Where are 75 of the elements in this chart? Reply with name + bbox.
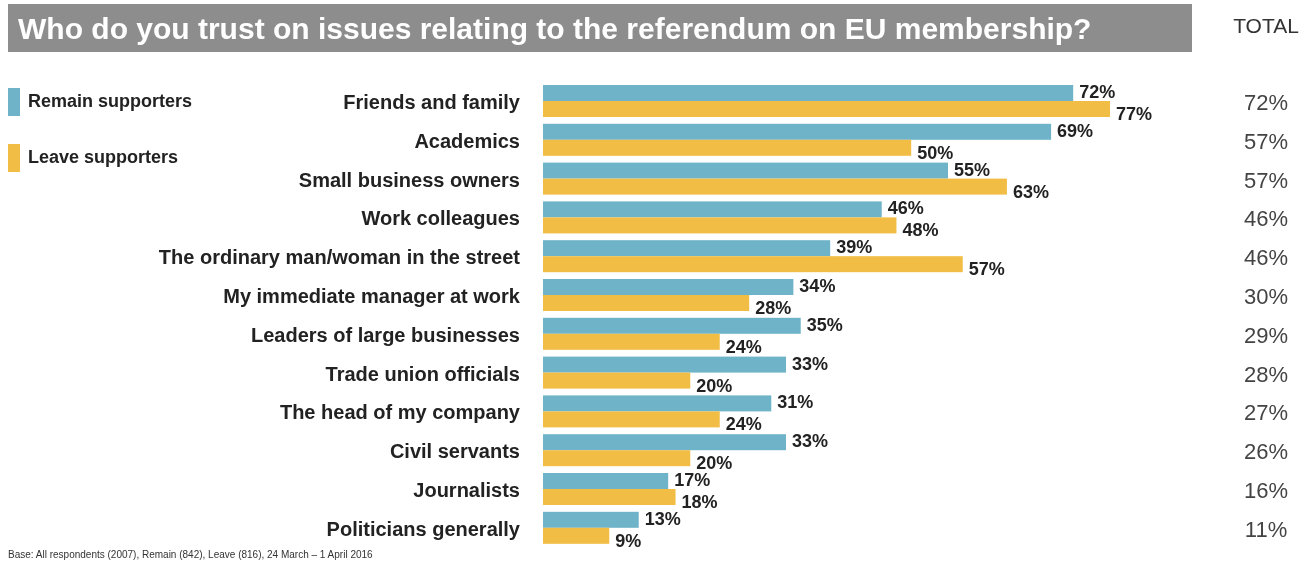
bar xyxy=(543,279,794,295)
text: 29% xyxy=(1243,322,1289,348)
text: 72% xyxy=(1243,90,1289,115)
text: 46% xyxy=(1243,206,1289,232)
y-tick-label: The head of my company xyxy=(279,401,521,424)
text: 28% xyxy=(1243,361,1289,387)
bar xyxy=(543,473,669,489)
bar xyxy=(543,295,750,311)
data-label: 50% xyxy=(917,142,954,163)
data-label: 20% xyxy=(696,375,733,396)
data-label: 28% xyxy=(755,298,792,318)
bar xyxy=(543,317,801,334)
data-label: 33% xyxy=(792,431,829,452)
y-tick-label: Civil servants xyxy=(389,440,520,463)
legend-label: Leave supporters xyxy=(28,146,179,167)
bar xyxy=(543,434,786,451)
data-label: 72% xyxy=(1079,82,1116,102)
y-tick-label: The ordinary man/woman in the street xyxy=(158,246,521,269)
bar xyxy=(543,217,897,234)
data-label: 57% xyxy=(968,259,1005,280)
y-tick-label: Small business owners xyxy=(298,168,520,191)
bar xyxy=(543,333,720,350)
chart-title: Who do you trust on issues relating to the referendum on EU membership? xyxy=(18,12,1092,45)
data-label: 9% xyxy=(615,530,642,551)
data-label: 46% xyxy=(887,198,924,219)
bar xyxy=(543,178,1007,195)
y-tick-label: Politicians generally xyxy=(326,517,521,540)
bar xyxy=(543,201,882,218)
text: 27% xyxy=(1243,400,1289,426)
legend-label: Remain supporters xyxy=(28,90,193,111)
data-label: 18% xyxy=(681,492,718,512)
y-tick-label: Journalists xyxy=(413,479,520,501)
data-label: 31% xyxy=(777,392,814,413)
bar xyxy=(543,256,963,273)
text: 57% xyxy=(1243,167,1289,193)
y-tick-label: Work colleagues xyxy=(361,207,520,230)
bar xyxy=(543,85,1074,101)
bar xyxy=(543,101,1110,117)
bar xyxy=(543,372,691,389)
data-label: 24% xyxy=(725,414,762,435)
bar xyxy=(543,162,948,179)
bar xyxy=(543,123,1052,140)
text: TOTAL xyxy=(1233,14,1299,37)
bar xyxy=(543,395,772,412)
data-label: 13% xyxy=(644,508,681,529)
y-tick-label: Academics xyxy=(414,129,520,152)
data-label: 35% xyxy=(806,314,843,335)
data-label: 63% xyxy=(1012,181,1049,202)
text: 11% xyxy=(1244,516,1288,542)
bar xyxy=(543,527,610,544)
bar xyxy=(543,356,786,373)
bar xyxy=(543,139,912,156)
text: 46% xyxy=(1243,245,1289,271)
bar xyxy=(543,411,720,428)
data-label: 39% xyxy=(836,237,873,258)
y-tick-label: Friends and family xyxy=(343,91,521,113)
y-tick-label: Leaders of large businesses xyxy=(250,323,520,346)
text: 30% xyxy=(1243,284,1289,309)
data-label: 77% xyxy=(1116,104,1153,124)
data-label: 34% xyxy=(799,276,836,296)
y-tick-label: Trade union officials xyxy=(325,362,520,385)
y-tick-label: My immediate manager at work xyxy=(223,285,521,307)
text: 26% xyxy=(1243,439,1289,465)
bar xyxy=(543,511,639,528)
data-label: 55% xyxy=(954,159,991,180)
data-label: 69% xyxy=(1057,120,1094,141)
bar xyxy=(543,450,691,467)
bar xyxy=(543,489,676,505)
data-label: 33% xyxy=(792,353,829,374)
text: 16% xyxy=(1243,478,1289,503)
data-label: 24% xyxy=(725,336,762,357)
bar xyxy=(543,240,831,257)
text: Base: All respondents (2007), Remain (842), Leave (816), 24 March – 1 April 2016 xyxy=(8,549,374,560)
text: 57% xyxy=(1243,128,1289,154)
data-label: 48% xyxy=(902,220,939,241)
